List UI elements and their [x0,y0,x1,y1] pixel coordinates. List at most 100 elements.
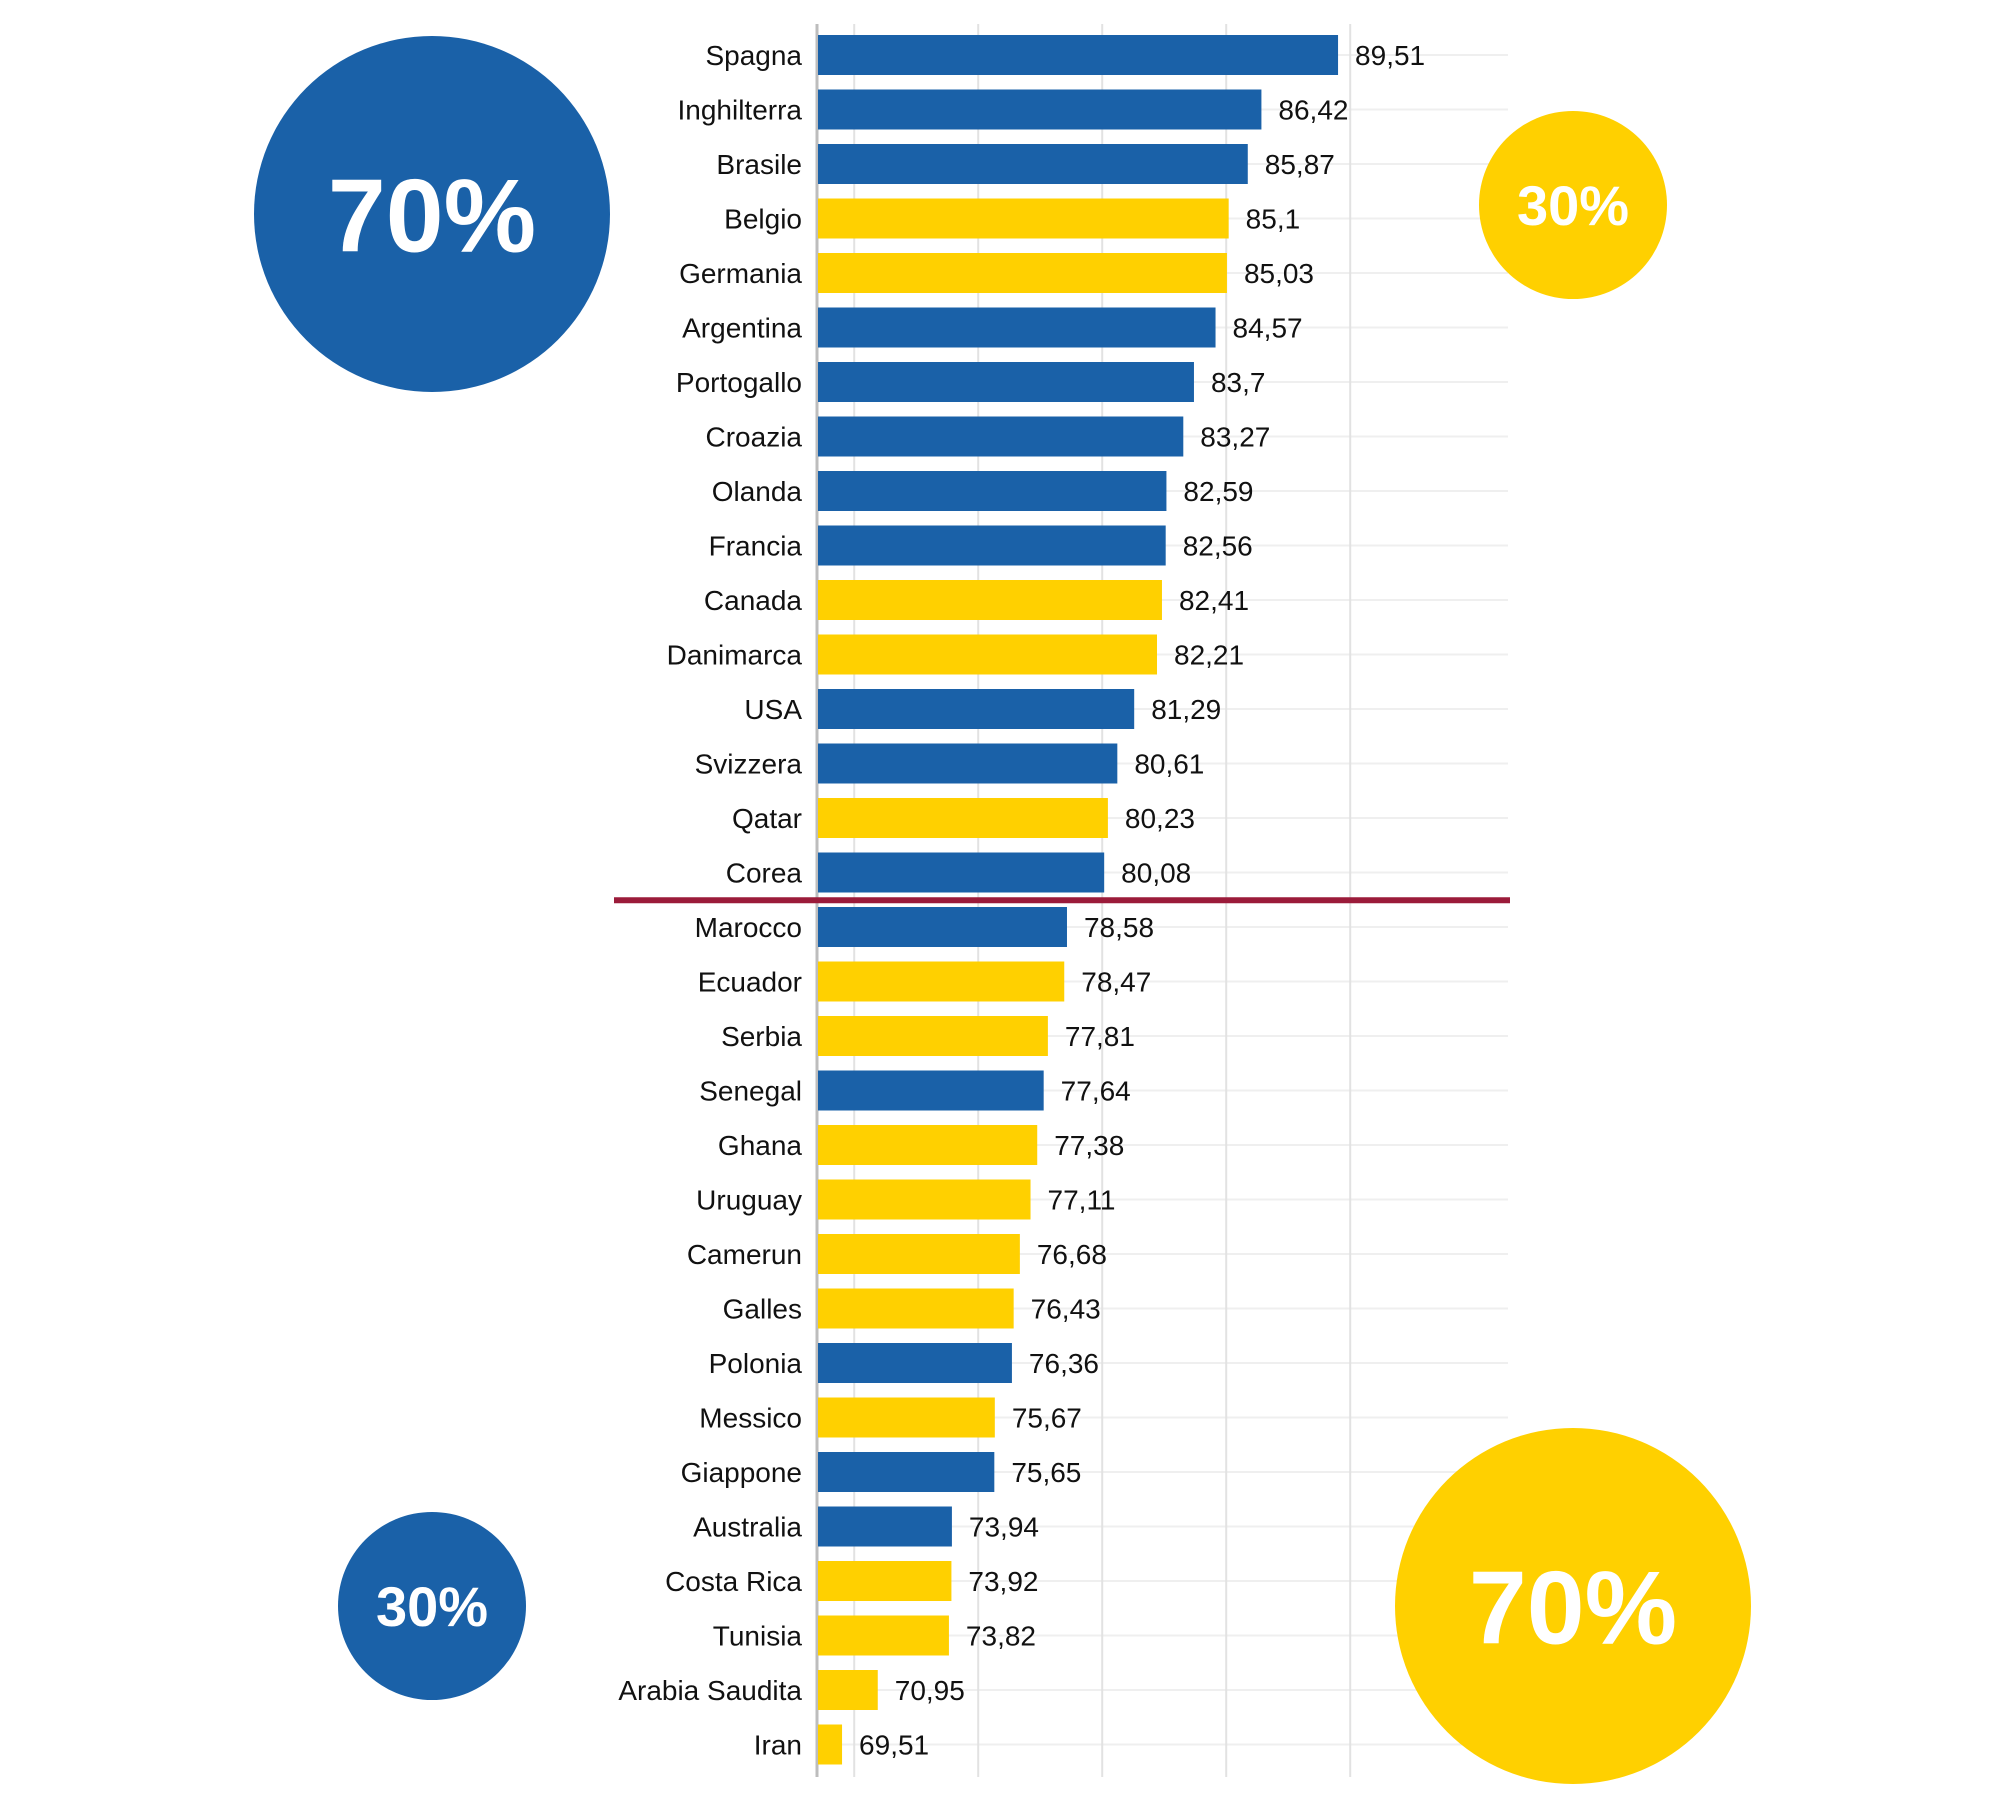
bar-olanda [818,471,1167,511]
bar-ghana [818,1125,1038,1165]
category-label: Iran [754,1730,802,1761]
bar-australia [818,1506,952,1547]
category-label: Corea [726,858,803,889]
value-label: 85,87 [1265,149,1335,180]
bar-giappone [818,1452,995,1492]
category-label: Marocco [695,912,802,943]
value-label: 77,38 [1054,1130,1124,1161]
bar-francia [818,525,1166,566]
bar-belgio [818,198,1229,239]
category-label: Senegal [699,1076,802,1107]
value-label: 82,41 [1179,585,1249,616]
bar-qatar [818,798,1108,838]
value-label: 81,29 [1151,694,1221,725]
category-label: Serbia [721,1021,802,1052]
category-label: Uruguay [696,1185,802,1216]
bar-polonia [818,1343,1012,1383]
value-label: 75,65 [1011,1457,1081,1488]
value-label: 84,57 [1233,313,1303,344]
bar-serbia [818,1016,1048,1056]
bar-usa [818,689,1135,729]
value-label: 76,36 [1029,1348,1099,1379]
bar-canada [818,580,1162,620]
category-label: Francia [709,531,803,562]
value-label: 80,23 [1125,803,1195,834]
value-label: 73,82 [966,1621,1036,1652]
value-label: 76,68 [1037,1239,1107,1270]
bar-galles [818,1288,1014,1329]
bar-iran [818,1724,843,1765]
category-label: USA [744,694,802,725]
value-label: 86,42 [1278,95,1348,126]
value-label: 77,64 [1061,1076,1131,1107]
value-label: 76,43 [1031,1294,1101,1325]
bar-germania [818,253,1227,293]
category-label: Danimarca [667,640,803,671]
bar-brasile [818,144,1248,184]
value-label: 69,51 [859,1730,929,1761]
category-label: Giappone [681,1457,802,1488]
category-label: Inghilterra [677,95,802,126]
category-label: Canada [704,585,803,616]
category-label: Qatar [732,803,802,834]
bar-danimarca [818,634,1158,675]
bar-camerun [818,1234,1020,1274]
badge-label-top-right: 30% [1517,174,1629,237]
category-label: Ghana [718,1130,802,1161]
value-label: 75,67 [1012,1403,1082,1434]
value-label: 77,11 [1048,1185,1116,1216]
value-label: 82,21 [1174,640,1244,671]
category-label: Camerun [687,1239,802,1270]
badge-label-bottom-right: 70% [1469,1550,1677,1666]
badge-label-bottom-left: 30% [376,1575,488,1638]
category-label: Arabia Saudita [618,1675,802,1706]
bar-marocco [818,907,1067,947]
bar-argentina [818,307,1216,348]
category-label: Messico [699,1403,802,1434]
value-label: 83,7 [1211,367,1266,398]
category-label: Costa Rica [665,1566,802,1597]
bar-corea [818,852,1105,893]
bar-senegal [818,1070,1044,1111]
category-label: Australia [693,1512,802,1543]
value-label: 73,94 [969,1512,1039,1543]
badge-label-top-left: 70% [328,158,536,274]
value-label: 85,1 [1246,204,1301,235]
category-label: Olanda [712,476,803,507]
badge-circle-bottom-left [338,1512,526,1700]
category-label: Croazia [706,422,803,453]
value-label: 85,03 [1244,258,1314,289]
category-label: Ecuador [698,967,802,998]
value-label: 78,47 [1081,967,1151,998]
bar-uruguay [818,1179,1031,1220]
bar-svizzera [818,743,1118,784]
category-label: Belgio [724,204,802,235]
bar-messico [818,1397,995,1438]
category-label: Polonia [709,1348,803,1379]
value-label: 83,27 [1200,422,1270,453]
bar-portogallo [818,362,1194,402]
category-label: Portogallo [676,367,802,398]
value-label: 78,58 [1084,912,1154,943]
value-label: 70,95 [895,1675,965,1706]
value-label: 89,51 [1355,40,1425,71]
value-label: 80,08 [1121,858,1191,889]
bar-croazia [818,416,1184,457]
category-label: Argentina [682,313,802,344]
bar-costa-rica [818,1561,952,1601]
bar-tunisia [818,1615,949,1656]
bar-ecuador [818,961,1065,1002]
category-label: Brasile [716,149,802,180]
badge-circle-bottom-right [1395,1428,1751,1784]
bar-inghilterra [818,89,1262,130]
badge-circle-top-right [1479,111,1667,299]
badge-circle-top-left [254,36,610,392]
bar-spagna [818,35,1339,75]
category-label: Svizzera [695,749,803,780]
category-label: Tunisia [713,1621,803,1652]
value-label: 82,59 [1183,476,1253,507]
bar-arabia-saudita [818,1670,878,1710]
category-label: Spagna [705,40,802,71]
